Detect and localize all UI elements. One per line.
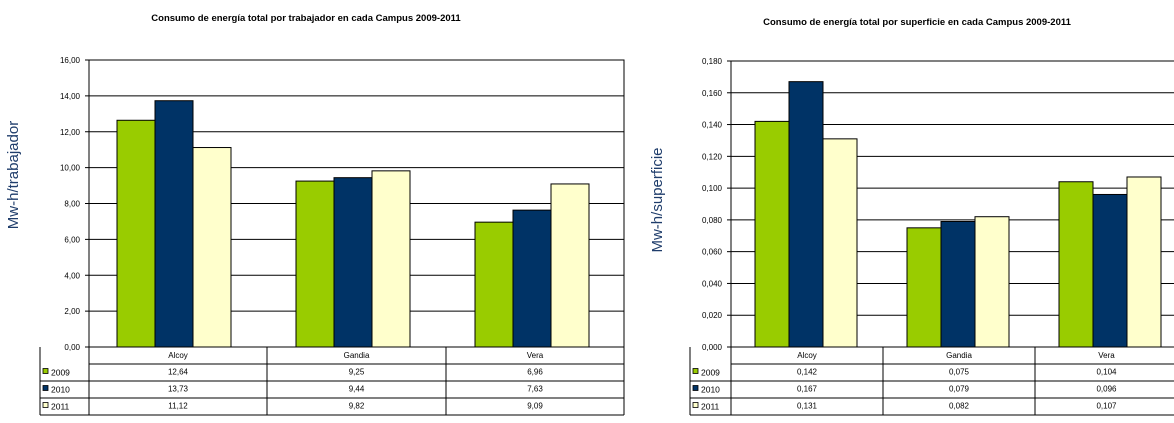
data-label: 12,64 [168,368,189,377]
y-tick-label: 0,060 [702,248,723,257]
data-label: 9,82 [349,402,365,411]
bar-2011-alcoy [822,138,858,348]
bar-2010-gandia [940,220,976,348]
y-tick-label: 14,00 [60,92,81,101]
chart-1: Consumo de energía total por trabajador … [5,13,625,416]
bar-2009-gandia [906,227,942,348]
legend-label: 2009 [701,368,720,378]
data-label: 9,44 [349,385,365,394]
y-tick-label: 0,080 [702,216,723,225]
data-label: 0,167 [797,385,818,394]
bar-2011-vera [550,183,590,348]
bar-2009-vera [1058,181,1094,348]
y-tick-label: 0,180 [702,57,723,66]
data-label: 7,63 [527,385,543,394]
y-tick-label: 0,000 [702,343,723,352]
bar-2009-gandia [295,180,335,348]
legend-swatch-2010 [42,385,49,391]
category-label: Gandia [344,351,370,360]
chart-2: Consumo de energía total por superficie … [649,17,1174,416]
data-label: 0,075 [949,368,970,377]
bar-2011-gandia [974,216,1010,348]
data-label: 6,96 [527,368,543,377]
y-tick-label: 10,00 [60,164,81,173]
data-label: 0,131 [797,402,818,411]
legend-label: 2011 [51,402,70,412]
y-tick-label: 12,00 [60,128,81,137]
data-label: 11,12 [168,402,188,411]
bar-2009-vera [474,221,514,348]
legend-swatch-2009 [42,368,49,374]
y-tick-label: 4,00 [64,271,80,280]
y-tick-label: 2,00 [64,307,80,316]
bar-2009-alcoy [116,119,156,348]
bar-2011-gandia [371,170,411,348]
bar-2011-vera [1126,176,1162,348]
data-label: 9,09 [527,402,543,411]
y-tick-label: 0,160 [702,89,723,98]
y-tick-label: 0,040 [702,279,723,288]
legend-label: 2010 [701,385,720,395]
y-tick-label: 16,00 [60,56,81,65]
category-label: Gandia [946,351,972,360]
data-label: 0,079 [949,385,970,394]
category-label: Vera [1098,351,1115,360]
y-tick-label: 0,120 [702,152,723,161]
chart-title: Consumo de energía total por trabajador … [151,13,461,24]
data-label: 0,142 [797,368,818,377]
bar-2011-alcoy [192,147,232,348]
bar-2009-alcoy [754,120,790,348]
y-tick-label: 0,020 [702,311,723,320]
y-axis-label: Mw-h/superficie [649,147,666,252]
bar-2010-vera [1092,193,1128,348]
y-tick-label: 0,00 [64,343,80,352]
legend-swatch-2009 [692,368,699,374]
data-label: 0,107 [1096,402,1117,411]
legend-swatch-2011 [692,402,699,408]
category-label: Alcoy [797,351,817,360]
data-label: 9,25 [349,368,365,377]
data-label: 0,082 [949,402,970,411]
category-label: Alcoy [168,351,188,360]
bar-2010-alcoy [154,100,194,348]
data-label: 0,104 [1096,368,1117,377]
y-axis-label: Mw-h/trabajador [5,121,22,229]
legend-label: 2009 [51,368,70,378]
bar-2010-alcoy [788,81,824,348]
y-tick-label: 8,00 [64,200,80,209]
bar-2010-vera [512,209,552,348]
data-label: 0,096 [1096,385,1117,394]
chart-title: Consumo de energía total por superficie … [763,17,1072,28]
legend-label: 2011 [701,402,720,412]
y-tick-label: 0,100 [702,184,723,193]
legend-label: 2010 [51,385,70,395]
category-label: Vera [527,351,544,360]
data-label: 13,73 [168,385,189,394]
legend-swatch-2010 [692,385,699,391]
y-tick-label: 6,00 [64,235,80,244]
bar-2010-gandia [333,177,373,348]
legend-swatch-2011 [42,402,49,408]
y-tick-label: 0,140 [702,121,723,130]
